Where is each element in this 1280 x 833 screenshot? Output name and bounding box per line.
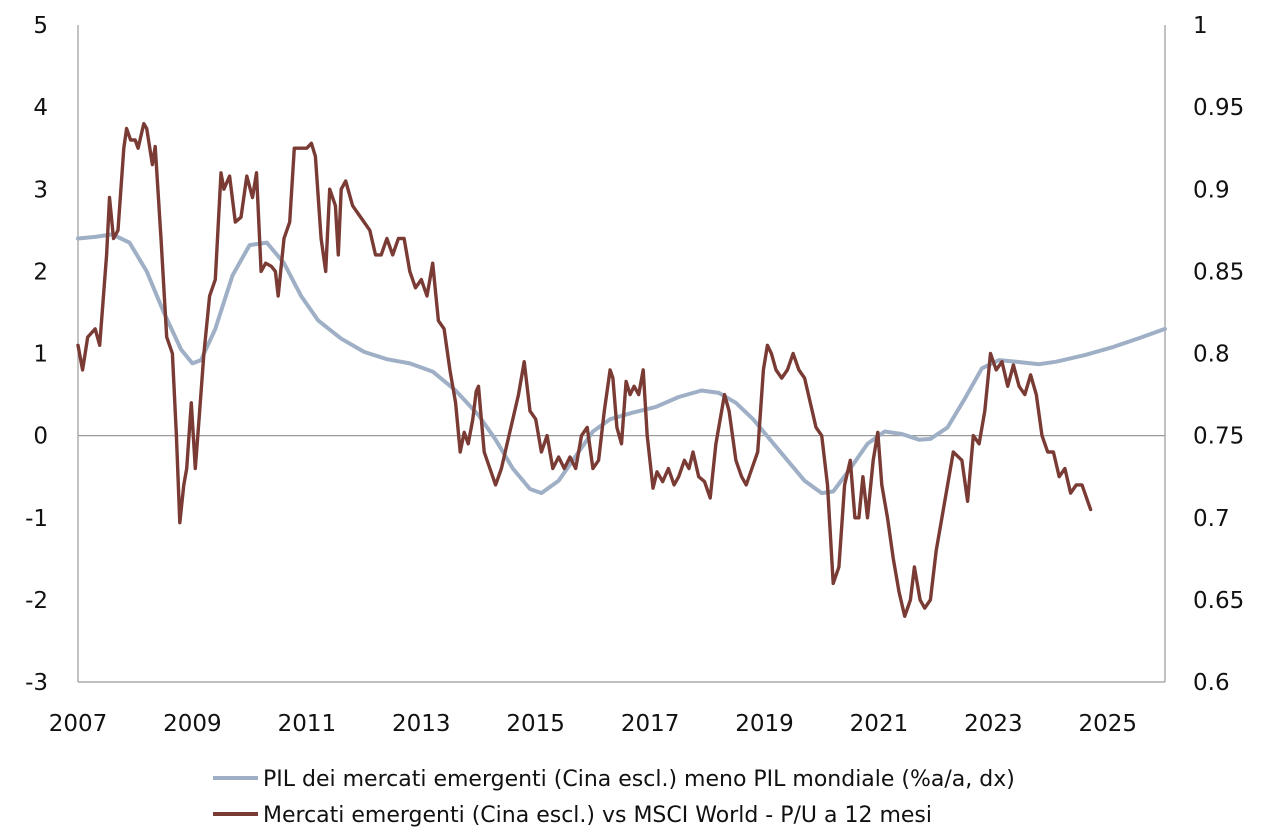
right-tick-label: 0.7: [1193, 506, 1230, 532]
x-tick-label: 2021: [850, 711, 909, 737]
axes-layer: [77, 25, 1166, 683]
right-tick-label: 0.95: [1193, 95, 1244, 121]
x-tick-label: 2017: [621, 711, 680, 737]
x-tick-label: 2023: [964, 711, 1023, 737]
left-tick-label: 4: [33, 95, 48, 121]
right-tick-label: 1: [1193, 13, 1208, 39]
x-tick-label: 2011: [278, 711, 337, 737]
x-tick-label: 2015: [506, 711, 565, 737]
legend: PIL dei mercati emergenti (Cina escl.) m…: [213, 767, 1015, 828]
x-tick-label: 2019: [735, 711, 794, 737]
left-tick-label: -2: [25, 588, 48, 614]
x-tick-label: 2009: [163, 711, 222, 737]
right-tick-label: 0.65: [1193, 588, 1244, 614]
tick-labels-layer: -3 -2 -1 0 1 2 3 4 5 0.6 0.65 0.7 0.75 0.8 0.85 0.9 0.95…: [25, 13, 1244, 737]
left-tick-label: -1: [25, 506, 48, 532]
left-tick-label: 2: [33, 259, 48, 285]
x-tick-label: 2013: [392, 711, 451, 737]
legend-label: Mercati emergenti (Cina escl.) vs MSCI W…: [263, 803, 932, 828]
left-tick-label: 5: [33, 13, 48, 39]
legend-label: PIL dei mercati emergenti (Cina escl.) m…: [263, 767, 1015, 792]
series-line-pe-ratio: [76, 121, 1093, 618]
left-tick-label: 1: [33, 342, 48, 368]
x-tick-label: 2025: [1079, 711, 1138, 737]
left-tick-label: -3: [25, 670, 48, 696]
left-tick-label: 3: [33, 177, 48, 203]
right-tick-label: 0.75: [1193, 424, 1244, 450]
right-tick-label: 0.6: [1193, 670, 1230, 696]
right-tick-label: 0.85: [1193, 259, 1244, 285]
left-tick-label: 0: [33, 424, 48, 450]
x-tick-label: 2007: [49, 711, 108, 737]
right-tick-label: 0.9: [1193, 177, 1230, 203]
right-tick-label: 0.8: [1193, 342, 1230, 368]
series-layer: [76, 121, 1167, 618]
